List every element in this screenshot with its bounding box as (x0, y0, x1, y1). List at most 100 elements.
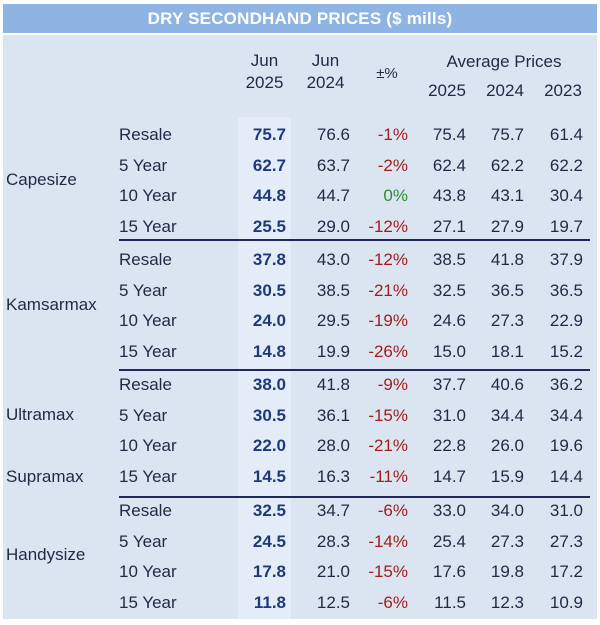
cell-avg2024: 43.1 (490, 186, 524, 206)
cell-jun2025: 62.7 (252, 155, 286, 175)
cell-chg: -21% (368, 280, 408, 300)
cell-avg2025: 75.4 (432, 125, 466, 144)
cell-avg2025: 37.7 (432, 375, 466, 394)
cell-jun2025: 30.5 (252, 405, 286, 425)
cell-avg2025: 15.0 (432, 341, 466, 361)
cell-chg: -15% (368, 562, 408, 582)
cell-avg2025: 43.8 (432, 186, 466, 206)
cell-chg: -14% (368, 531, 408, 551)
header-jun-2024-month: Jun (311, 51, 340, 70)
cell-jun2024: 76.6 (316, 125, 350, 144)
cell-avg2024: 27.3 (490, 311, 524, 331)
header-avg-2024: 2024 (486, 81, 524, 100)
cell-jun2025: 32.5 (252, 501, 286, 520)
cell-chg: -12% (368, 250, 408, 269)
cell-age: 15 Year (119, 216, 177, 236)
cell-avg2024: 12.3 (490, 592, 524, 612)
cell-age: 10 Year (119, 562, 177, 582)
cell-jun2024: 41.8 (316, 375, 350, 394)
cell-avg2024: 75.7 (490, 125, 524, 144)
cell-avg2025: 62.4 (432, 155, 466, 175)
cell-avg2025: 24.6 (432, 311, 466, 331)
jun-2025-column-highlight (238, 117, 291, 619)
cell-jun2025: 25.5 (252, 216, 286, 236)
cell-avg2023: 36.2 (549, 375, 583, 394)
header-jun-2025: Jun 2025 (238, 50, 291, 94)
cell-avg2025: 33.0 (432, 501, 466, 520)
header-average-prices: Average Prices (446, 52, 562, 71)
segment-divider (119, 239, 590, 241)
cell-jun2024: 36.1 (316, 405, 350, 425)
cell-avg2023: 27.3 (549, 531, 583, 551)
cell-jun2025: 22.0 (252, 436, 286, 456)
cell-avg2024: 19.8 (490, 562, 524, 582)
cell-jun2025: 14.5 (252, 466, 286, 486)
cell-chg: -2% (377, 155, 408, 175)
header-avg-2025: 2025 (428, 81, 466, 100)
segment-label-capesize: Capesize (6, 170, 77, 189)
cell-chg: -6% (377, 592, 408, 612)
cell-avg2023: 37.9 (549, 250, 583, 269)
cell-avg2023: 62.2 (549, 155, 583, 175)
cell-chg: -12% (368, 216, 408, 236)
header-jun-2025-year: 2025 (245, 73, 284, 92)
header-change: ±% (376, 65, 398, 82)
cell-avg2024: 62.2 (490, 155, 524, 175)
cell-age: 5 Year (119, 280, 168, 300)
cell-age: Resale (119, 375, 172, 394)
cell-jun2024: 38.5 (316, 280, 350, 300)
cell-chg: -15% (368, 405, 408, 425)
cell-jun2025: 17.8 (252, 562, 286, 582)
cell-avg2023: 22.9 (549, 311, 583, 331)
cell-jun2024: 12.5 (316, 592, 350, 612)
cell-avg2025: 22.8 (432, 436, 466, 456)
segment-label-kamsarmax: Kamsarmax (6, 295, 97, 314)
cell-jun2025: 24.5 (252, 531, 286, 551)
cell-avg2024: 18.1 (490, 341, 524, 361)
cell-jun2024: 44.7 (316, 186, 350, 206)
segment-divider (119, 496, 590, 498)
table-panel (3, 35, 597, 619)
cell-age: 10 Year (119, 436, 177, 456)
cell-avg2024: 34.0 (490, 501, 524, 520)
cell-age: Resale (119, 501, 172, 520)
cell-avg2023: 34.4 (549, 405, 583, 425)
header-jun-2025-month: Jun (250, 51, 279, 70)
cell-jun2025: 44.8 (252, 186, 286, 206)
cell-avg2024: 15.9 (490, 466, 524, 486)
cell-avg2024: 41.8 (490, 250, 524, 269)
cell-jun2024: 21.0 (316, 562, 350, 582)
cell-age: Resale (119, 250, 172, 269)
cell-avg2025: 38.5 (432, 250, 466, 269)
cell-jun2024: 28.0 (316, 436, 350, 456)
cell-jun2024: 29.5 (316, 311, 350, 331)
cell-chg: 0% (383, 186, 408, 206)
cell-age: 15 Year (119, 592, 177, 612)
cell-age: 10 Year (119, 186, 177, 206)
cell-avg2025: 14.7 (432, 466, 466, 486)
cell-jun2025: 30.5 (252, 280, 286, 300)
cell-jun2024: 43.0 (316, 250, 350, 269)
cell-avg2025: 32.5 (432, 280, 466, 300)
cell-chg: -19% (368, 311, 408, 331)
cell-chg: -6% (377, 501, 408, 520)
cell-chg: -21% (368, 436, 408, 456)
header-jun-2024: Jun 2024 (298, 50, 353, 94)
cell-avg2023: 30.4 (549, 186, 583, 206)
cell-jun2024: 16.3 (316, 466, 350, 486)
cell-avg2023: 10.9 (549, 592, 583, 612)
segment-label-handysize: Handysize (6, 545, 86, 564)
cell-age: 10 Year (119, 311, 177, 331)
segment-label-supramax: Supramax (6, 467, 84, 486)
cell-chg: -9% (377, 375, 408, 394)
cell-jun2025: 24.0 (252, 311, 286, 331)
cell-avg2024: 26.0 (490, 436, 524, 456)
cell-avg2023: 61.4 (549, 125, 583, 144)
cell-avg2023: 15.2 (549, 341, 583, 361)
cell-jun2025: 11.8 (253, 592, 286, 612)
cell-age: 5 Year (119, 155, 168, 175)
cell-age: Resale (119, 125, 172, 144)
cell-chg: -1% (377, 125, 408, 144)
cell-jun2024: 63.7 (316, 155, 350, 175)
